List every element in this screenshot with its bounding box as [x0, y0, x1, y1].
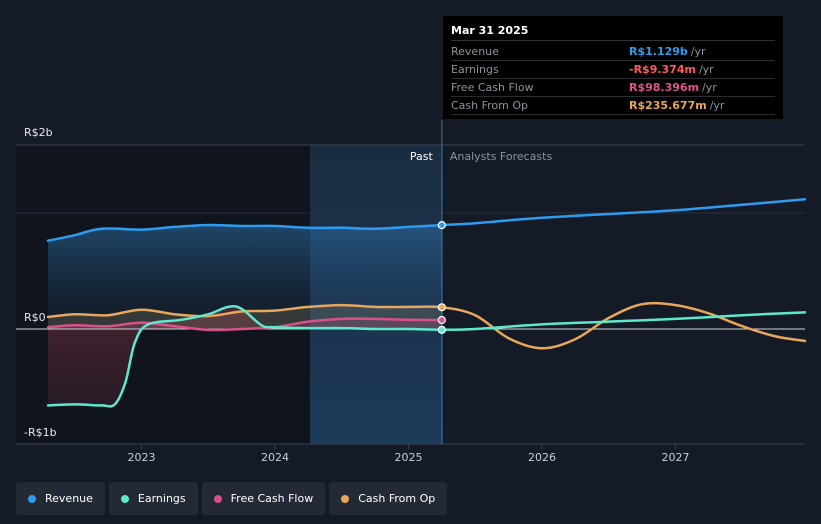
legend-item-revenue[interactable]: Revenue — [16, 482, 105, 515]
x-tick-label: 2026 — [528, 451, 556, 464]
earnings-dot-icon — [120, 494, 129, 503]
x-tick-label: 2023 — [127, 451, 155, 464]
tooltip-label: Revenue — [451, 45, 499, 58]
legend-label: Earnings — [137, 492, 186, 505]
tooltip-label: Earnings — [451, 63, 499, 76]
tooltip-value: R$1.129b — [629, 45, 688, 58]
tooltip-row-fcf: Free Cash Flow R$98.396m /yr — [451, 79, 775, 97]
tooltip-value: R$235.677m — [629, 99, 707, 112]
free-cash-flow-dot-icon — [213, 494, 222, 503]
forecast-label: Analysts Forecasts — [450, 150, 553, 163]
tooltip-unit: /yr — [709, 99, 725, 112]
series-marker-free-cash-flow — [437, 315, 446, 325]
legend-item-free-cash-flow[interactable]: Free Cash Flow — [201, 482, 326, 515]
series-marker-revenue — [437, 221, 446, 230]
y-tick-label: -R$1b — [24, 426, 57, 439]
legend-label: Cash From Op — [358, 492, 436, 505]
tooltip-unit: /yr — [698, 63, 714, 76]
tooltip-value: R$98.396m — [629, 81, 700, 94]
tooltip-row-earnings: Earnings -R$9.374m /yr — [451, 61, 775, 79]
tooltip-date: Mar 31 2025 — [451, 22, 775, 41]
tooltip-unit: /yr — [690, 45, 706, 58]
x-tick-label: 2025 — [394, 451, 422, 464]
series-line-earnings — [46, 305, 807, 408]
series-line-free-cash-flow — [46, 317, 444, 332]
legend: Revenue Earnings Free Cash Flow Cash Fro… — [16, 482, 448, 515]
tooltip: Mar 31 2025 Revenue R$1.129b /yr Earning… — [443, 16, 783, 119]
series-line-revenue — [46, 198, 807, 242]
x-tick-label: 2024 — [261, 451, 289, 464]
y-tick-label: R$0 — [24, 311, 46, 324]
legend-item-cash-from-op[interactable]: Cash From Op — [329, 482, 448, 515]
tooltip-row-revenue: Revenue R$1.129b /yr — [451, 43, 775, 61]
revenue-dot-icon — [28, 494, 36, 503]
y-tick-label: R$2b — [24, 126, 53, 139]
tooltip-label: Free Cash Flow — [451, 81, 534, 94]
past-label: Past — [410, 150, 434, 163]
legend-item-earnings[interactable]: Earnings — [108, 482, 198, 515]
series-line-cash-from-op — [46, 301, 807, 350]
series-fill-revenue — [48, 224, 442, 329]
series-marker-earnings — [437, 325, 446, 334]
tooltip-label: Cash From Op — [451, 99, 529, 112]
tooltip-value: -R$9.374m — [629, 63, 696, 76]
x-tick-label: 2027 — [661, 451, 689, 464]
series-fill-earnings — [48, 306, 442, 407]
tooltip-row-cfo: Cash From Op R$235.677m /yr — [451, 97, 775, 115]
legend-label: Free Cash Flow — [230, 492, 314, 505]
cash-from-op-dot-icon — [341, 494, 350, 503]
legend-label: Revenue — [45, 492, 93, 505]
series-marker-cash-from-op — [437, 303, 446, 312]
tooltip-unit: /yr — [702, 81, 717, 94]
